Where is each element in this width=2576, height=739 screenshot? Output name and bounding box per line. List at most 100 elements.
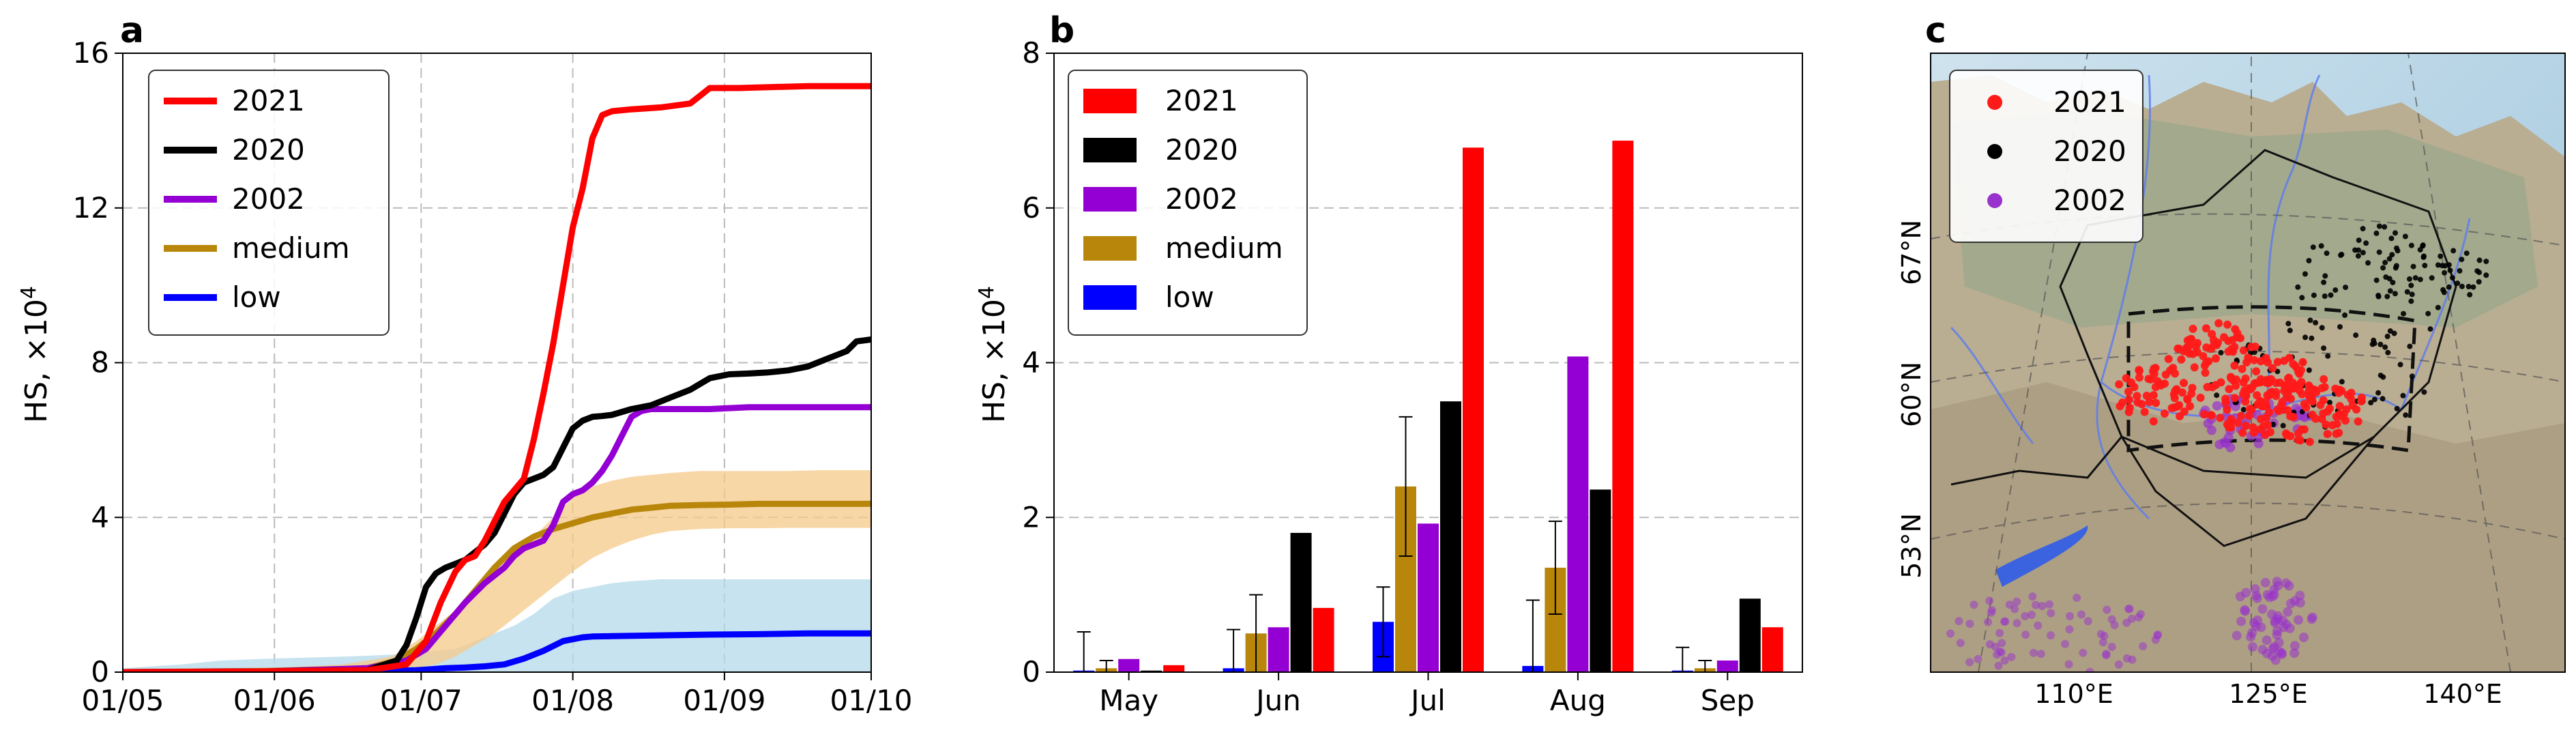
y-tick-label: 0	[1022, 655, 1040, 689]
fire-point-2021	[2225, 385, 2234, 394]
fire-point-2020	[2313, 319, 2319, 325]
legend-label: 2020	[1165, 133, 1238, 166]
fire-point-2002	[2270, 616, 2280, 626]
fire-point-2021	[2206, 411, 2215, 420]
fire-point-2021	[2142, 392, 2151, 400]
panel-b-legend: 2021 2020 2002 medium low	[1068, 70, 1308, 336]
fire-point-2020	[2380, 374, 2386, 380]
bar-2020-May	[1141, 670, 1162, 672]
x-tick-label: Jul	[1409, 684, 1446, 717]
fire-point-2020	[2302, 271, 2308, 277]
fire-point-2020	[2435, 304, 2441, 310]
fire-point-2020	[2319, 325, 2325, 331]
fire-point-2020	[2322, 293, 2328, 299]
bar-2021-Jun	[1313, 607, 1334, 672]
fire-point-2021	[2332, 412, 2341, 421]
fire-point-2020	[2394, 245, 2399, 251]
fire-point-2021	[2357, 393, 2366, 402]
fire-point-2020	[2392, 291, 2398, 297]
fire-point-2002	[2231, 631, 2242, 641]
fire-point-2021	[2130, 383, 2139, 392]
legend-label: 2002	[2053, 184, 2126, 217]
fire-point-2002	[2206, 425, 2216, 435]
map-study-box	[2126, 305, 2417, 452]
fire-point-2002	[2253, 615, 2263, 625]
fire-point-2002	[2240, 606, 2250, 616]
legend-label: 2021	[2053, 85, 2126, 119]
fire-point-2020	[2307, 317, 2313, 323]
fire-point-2021	[2319, 375, 2328, 383]
fire-point-2021	[2208, 383, 2216, 392]
fire-point-2020	[2387, 288, 2393, 294]
fire-point-2020	[2382, 224, 2388, 230]
fire-point-2021	[2304, 381, 2313, 390]
fire-point-2020	[2324, 250, 2330, 257]
fire-point-2020	[2376, 249, 2382, 255]
fire-point-2021	[2199, 352, 2208, 360]
fire-point-2002	[2001, 617, 2010, 626]
bar-2021-Sep	[1761, 627, 1783, 672]
fire-point-2020	[2407, 276, 2412, 282]
fire-point-2002	[2073, 594, 2081, 602]
fire-point-2021	[2317, 383, 2326, 392]
fire-point-2020	[2360, 250, 2366, 256]
fire-point-2002	[2257, 604, 2268, 614]
x-tick-label: 01/07	[380, 684, 463, 717]
fire-point-2002	[2100, 632, 2109, 640]
fire-point-2021	[2164, 355, 2173, 364]
x-tick-label: 01/10	[830, 684, 912, 717]
fire-point-2021	[2185, 349, 2194, 358]
fire-point-2002	[2012, 619, 2021, 628]
fire-point-2021	[2201, 368, 2210, 377]
fire-point-2021	[2298, 358, 2307, 366]
fire-point-2002	[2079, 648, 2088, 657]
fire-point-2020	[2442, 270, 2448, 276]
fire-point-2020	[2389, 252, 2395, 258]
fire-point-2020	[2306, 367, 2312, 373]
fire-point-2002	[1984, 618, 1992, 626]
bar-2002-May	[1118, 658, 1140, 672]
panel-b-y-ticks: 0 2 4 6 8	[1022, 36, 1054, 689]
fire-point-2020	[2318, 243, 2324, 249]
fire-point-2020	[2446, 284, 2452, 290]
fire-point-2020	[2384, 293, 2390, 300]
fire-point-2021	[2124, 395, 2133, 404]
fire-point-2020	[2450, 248, 2457, 254]
fire-point-2021	[2316, 401, 2325, 409]
fire-point-2002	[2260, 577, 2270, 588]
fire-point-2020	[2417, 276, 2423, 282]
fire-point-2020	[2404, 289, 2410, 295]
fire-point-2002	[1987, 608, 1995, 617]
fire-point-2020	[2214, 392, 2220, 399]
fire-point-2021	[2124, 407, 2133, 416]
svg-text:125°E: 125°E	[2229, 679, 2308, 709]
fire-point-2020	[2407, 343, 2413, 349]
fire-point-2021	[2267, 375, 2275, 383]
legend-marker	[1987, 95, 2002, 110]
fire-point-2002	[2272, 626, 2282, 636]
fire-point-2002	[2030, 648, 2038, 657]
fire-point-2021	[2273, 405, 2282, 414]
fire-point-2020	[2325, 353, 2331, 359]
y-tick-label: 12	[73, 191, 109, 224]
fire-point-2002	[2285, 623, 2295, 633]
panel-a-ylabel: HS, ×104	[17, 286, 54, 423]
fire-point-2021	[2294, 429, 2302, 438]
legend-label: 2021	[1165, 84, 1238, 117]
fire-point-2002	[1946, 629, 1955, 638]
fire-point-2021	[2326, 404, 2334, 413]
fire-point-2021	[2221, 394, 2230, 403]
x-tick-label: 01/09	[683, 684, 765, 717]
bar-2002-Jun	[1268, 627, 1289, 672]
fire-point-2020	[2309, 335, 2315, 341]
legend-marker	[1987, 193, 2002, 208]
fire-point-2020	[2470, 284, 2476, 290]
fire-point-2002	[2295, 598, 2305, 608]
fire-point-2002	[2236, 616, 2246, 626]
fire-point-2002	[1997, 639, 2006, 648]
fire-point-2002	[2098, 638, 2107, 647]
fire-point-2021	[2230, 361, 2239, 370]
fire-point-2002	[2027, 611, 2036, 619]
fire-point-2021	[2189, 324, 2197, 333]
fire-point-2021	[2135, 373, 2143, 382]
